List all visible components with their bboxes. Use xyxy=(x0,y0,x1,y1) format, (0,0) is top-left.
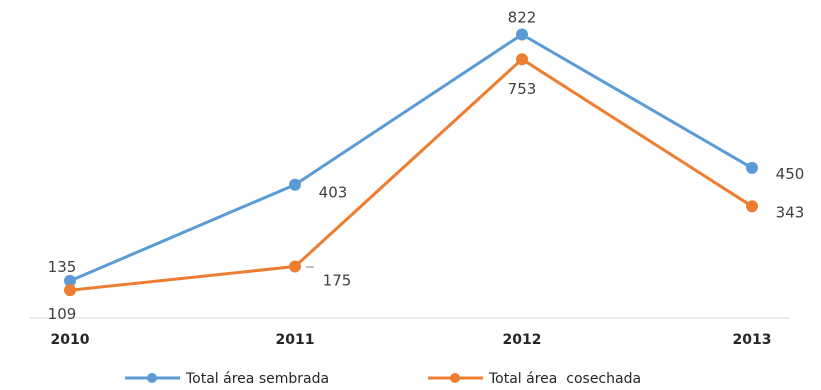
data-point-0-2 xyxy=(516,28,528,41)
series-line-1 xyxy=(69,57,753,292)
data-label-1-1: 175 xyxy=(323,272,352,290)
series-line-0 xyxy=(69,33,753,283)
x-tick-label-2013: 2013 xyxy=(733,332,772,348)
data-label-1-0: 109 xyxy=(48,305,77,323)
data-point-0-1 xyxy=(289,178,301,191)
x-axis-ticks: 2010 2011 2012 2013 xyxy=(51,332,772,348)
legend-label-sembrada: Total área sembrada xyxy=(185,371,329,387)
data-label-0-1: 403 xyxy=(319,184,348,202)
data-label-0-3: 450 xyxy=(776,165,805,183)
legend-marker-sembrada xyxy=(147,373,157,383)
data-point-1-3 xyxy=(746,200,758,213)
x-tick-label-2010: 2010 xyxy=(51,332,90,348)
legend-marker-cosechada xyxy=(450,373,460,383)
data-point-0-0 xyxy=(64,274,76,287)
series-layer: 135 403 822 450 109 175 753 343 xyxy=(48,8,805,323)
data-label-1-2: 753 xyxy=(508,80,537,98)
legend-label-cosechada: Total área cosechada xyxy=(488,371,641,387)
x-tick-label-2011: 2011 xyxy=(276,332,315,348)
data-label-0-0: 135 xyxy=(48,258,77,276)
legend: Total área sembrada Total área cosechada xyxy=(125,371,641,387)
data-point-1-0 xyxy=(64,284,76,297)
data-point-0-3 xyxy=(746,161,758,174)
data-point-1-1 xyxy=(289,260,301,273)
data-point-1-2 xyxy=(516,53,528,66)
data-label-0-2: 822 xyxy=(508,8,537,26)
x-tick-label-2012: 2012 xyxy=(503,332,542,348)
data-label-1-3: 343 xyxy=(776,203,805,221)
